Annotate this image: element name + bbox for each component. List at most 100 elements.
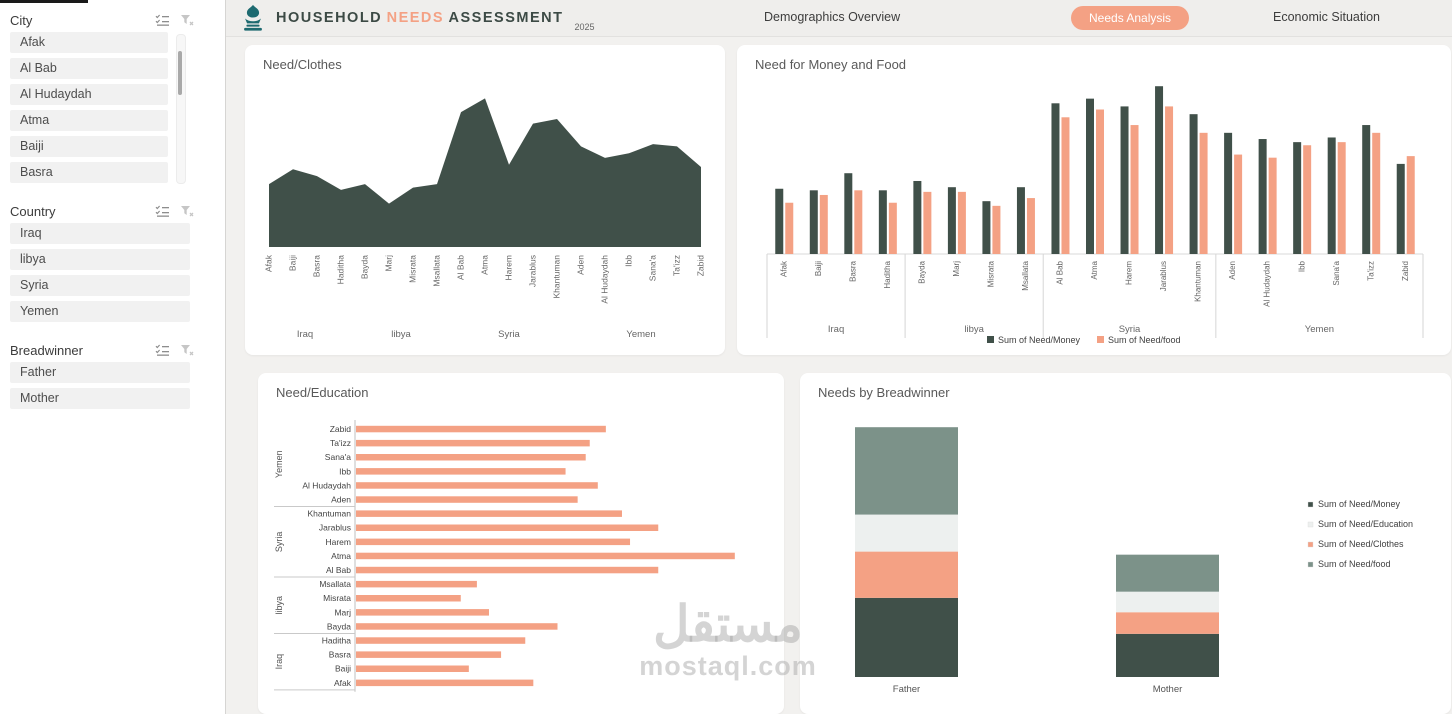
svg-text:Bayda: Bayda (917, 260, 926, 283)
svg-text:Sum of Need/Clothes: Sum of Need/Clothes (1318, 539, 1404, 549)
svg-text:Jarablus: Jarablus (527, 255, 537, 287)
slicer-scrollbar-thumb[interactable] (178, 51, 182, 95)
header-brand: HOUSEHOLD NEEDS ASSESSMENT 2025 (226, 3, 594, 33)
assessment-logo-icon (244, 4, 262, 31)
svg-text:Marj: Marj (334, 607, 351, 617)
multi-select-icon[interactable] (155, 14, 170, 26)
svg-text:Atma: Atma (1090, 260, 1099, 279)
svg-text:Msallata: Msallata (1021, 260, 1030, 290)
tab-needs-analysis[interactable]: Needs Analysis (1071, 6, 1190, 30)
tab-demographics-overview[interactable]: Demographics Overview (764, 10, 901, 24)
svg-text:Harem: Harem (1125, 261, 1134, 285)
svg-text:Yemen: Yemen (274, 450, 284, 478)
slicer-icons (155, 14, 194, 27)
svg-text:Al Hudaydah: Al Hudaydah (302, 480, 351, 490)
breadwinner-stacked-chart: Father Mother Sum of Need/Money Sum of Need… (855, 427, 1413, 695)
svg-text:Afak: Afak (263, 254, 273, 272)
slicer-body: Iraq libya Syria Yemen (10, 223, 200, 322)
svg-text:Afak: Afak (779, 260, 788, 277)
svg-text:Aden: Aden (1228, 261, 1237, 280)
clear-filter-icon[interactable] (180, 205, 194, 218)
svg-text:Ta'izz: Ta'izz (671, 255, 681, 276)
sidebar: City Afak Al Bab Al Hudaydah Atma Baiji Basra C… (0, 0, 226, 714)
multi-select-icon[interactable] (155, 205, 170, 217)
slicer-item-al-hudaydah[interactable]: Al Hudaydah (10, 84, 168, 105)
slicer-item-libya[interactable]: libya (10, 249, 190, 270)
svg-text:Marj: Marj (952, 261, 961, 277)
slicer-title: Country (10, 203, 56, 219)
svg-text:Al Hudaydah: Al Hudaydah (599, 255, 609, 304)
svg-text:Sum of Need/food: Sum of Need/food (1108, 335, 1181, 345)
sidebar-slicers: City Afak Al Bab Al Hudaydah Atma Baiji Basra C… (10, 8, 225, 409)
slicer-item-baiji[interactable]: Baiji (10, 136, 168, 157)
slicer-item-yemen[interactable]: Yemen (10, 301, 190, 322)
svg-text:Bayda: Bayda (327, 621, 351, 631)
svg-text:Misrata: Misrata (323, 593, 351, 603)
svg-text:Sum of Need/Education: Sum of Need/Education (1318, 519, 1413, 529)
svg-text:Khantuman: Khantuman (308, 509, 352, 519)
slicer-header: City (10, 8, 200, 32)
svg-text:Afak: Afak (334, 678, 352, 688)
page-title: HOUSEHOLD NEEDS ASSESSMENT (276, 9, 563, 27)
slicer-item-al-bab[interactable]: Al Bab (10, 58, 168, 79)
slicer-item-syria[interactable]: Syria (10, 275, 190, 296)
header-bar: HOUSEHOLD NEEDS ASSESSMENT 2025 Demograp… (226, 0, 1452, 37)
svg-text:Baiji: Baiji (335, 664, 351, 674)
svg-text:Baiji: Baiji (287, 255, 297, 271)
clear-filter-icon[interactable] (180, 344, 194, 357)
svg-text:Sum of Need/Money: Sum of Need/Money (998, 335, 1081, 345)
tab-economic-situation[interactable]: Economic Situation (1273, 10, 1381, 24)
svg-text:libya: libya (964, 324, 984, 335)
svg-text:Sana'a: Sana'a (325, 452, 351, 462)
svg-text:Sana'a: Sana'a (647, 255, 657, 281)
svg-text:Atma: Atma (479, 255, 489, 275)
chart-title-money-food: Need for Money and Food (755, 57, 907, 72)
svg-text:libya: libya (274, 596, 284, 615)
title-year: 2025 (574, 22, 595, 32)
svg-text:Iraq: Iraq (274, 654, 284, 670)
svg-text:Ta'izz: Ta'izz (330, 438, 351, 448)
slicer-item-father[interactable]: Father (10, 362, 190, 383)
svg-text:Khantuman: Khantuman (1194, 261, 1203, 302)
slicer-scrollbar[interactable] (176, 34, 186, 184)
slicer-icons (155, 205, 194, 218)
svg-text:Ibb: Ibb (1297, 260, 1306, 272)
title-assessment: ASSESSMENT (448, 10, 564, 26)
chart-title-needs-breadwinner: Needs by Breadwinner (818, 385, 950, 400)
slicer-icons (155, 344, 194, 357)
svg-text:Zabid: Zabid (330, 424, 352, 434)
need-education-hbar-chart: Zabid Ta'izz Sana'a Ibb Al Hudaydah Aden Khant… (274, 420, 735, 692)
svg-text:Al Bab: Al Bab (1056, 260, 1065, 284)
card-need-clothes: Need/Clothes Afak Baiji Basra Haditha Bayda M… (245, 45, 725, 355)
svg-text:Yemen: Yemen (626, 329, 655, 340)
title-needs: NEEDS (386, 10, 445, 26)
svg-text:Marj: Marj (383, 255, 393, 272)
slicer-item-mother[interactable]: Mother (10, 388, 190, 409)
svg-text:Basra: Basra (311, 255, 321, 277)
svg-text:Ibb: Ibb (339, 466, 351, 476)
svg-text:Sum of Need/food: Sum of Need/food (1318, 559, 1391, 569)
svg-text:Haditha: Haditha (883, 260, 892, 288)
chart-title-need-clothes: Need/Clothes (263, 57, 342, 72)
slicer-item-afak[interactable]: Afak (10, 32, 168, 53)
svg-text:Iraq: Iraq (828, 324, 844, 335)
svg-text:Aden: Aden (575, 255, 585, 275)
slicer-item-atma[interactable]: Atma (10, 110, 168, 131)
svg-text:Jarablus: Jarablus (319, 523, 351, 533)
need-clothes-area-chart: Afak Baiji Basra Haditha Bayda Marj Misrata Msa… (263, 98, 705, 340)
svg-text:Zabid: Zabid (1401, 261, 1410, 281)
multi-select-icon[interactable] (155, 344, 170, 356)
svg-text:Khantuman: Khantuman (551, 255, 561, 299)
svg-text:Misrata: Misrata (987, 260, 996, 287)
slicer-item-basra[interactable]: Basra (10, 162, 168, 183)
svg-text:Haditha: Haditha (335, 255, 345, 285)
slicer-title: City (10, 12, 33, 28)
svg-text:Al Bab: Al Bab (455, 255, 465, 280)
slicer-title: Breadwinner (10, 342, 83, 358)
svg-text:Father: Father (893, 684, 920, 695)
chart-title-need-education: Need/Education (276, 385, 369, 400)
slicer-item-iraq[interactable]: Iraq (10, 223, 190, 244)
svg-text:Ibb: Ibb (623, 255, 633, 267)
svg-text:Harem: Harem (325, 537, 351, 547)
clear-filter-icon[interactable] (180, 14, 194, 27)
